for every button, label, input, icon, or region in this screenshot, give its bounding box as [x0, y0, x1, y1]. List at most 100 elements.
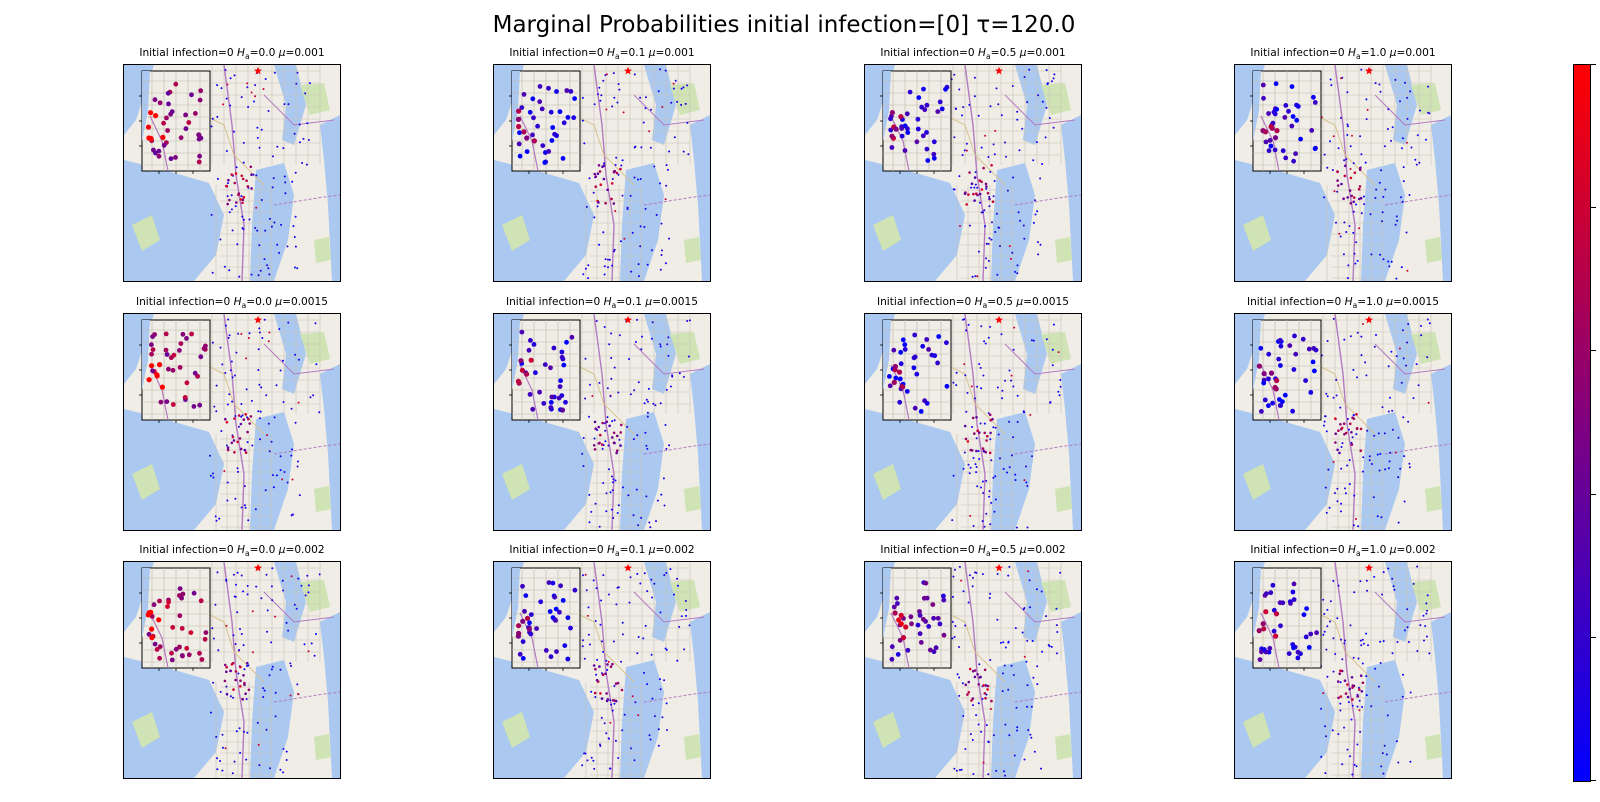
node-point [598, 441, 601, 445]
inset-node [1291, 645, 1296, 651]
node-point [1362, 456, 1365, 459]
node-point [1031, 455, 1033, 458]
map-frame [123, 313, 341, 531]
node-point [1337, 733, 1340, 736]
node-point [976, 186, 979, 189]
node-point [1361, 706, 1364, 708]
node-point [219, 238, 222, 241]
inset-node [165, 128, 170, 133]
node-point [1407, 420, 1410, 423]
node-point [248, 218, 251, 221]
node-point [1380, 765, 1383, 768]
node-point [1341, 442, 1344, 445]
node-point [583, 752, 586, 755]
node-point [612, 640, 615, 643]
inset-node [1301, 612, 1307, 618]
node-point [981, 520, 984, 523]
inset-node [538, 599, 544, 605]
node-point [1028, 579, 1031, 582]
node-point [1366, 589, 1369, 592]
node-point [211, 271, 214, 274]
node-point [639, 225, 642, 228]
node-point [215, 519, 218, 522]
inset-node [543, 648, 549, 653]
node-point [278, 328, 281, 330]
node-point [603, 162, 605, 165]
node-point [246, 593, 249, 596]
node-point [1369, 213, 1372, 216]
inset-highway [890, 115, 910, 172]
highway-line [964, 314, 986, 530]
map-frame [864, 561, 1082, 779]
node-point [1004, 646, 1007, 649]
node-point [958, 646, 960, 648]
park-area [684, 237, 701, 263]
inset-node [564, 339, 569, 345]
node-point [1016, 118, 1019, 121]
node-point [982, 761, 985, 764]
node-point [615, 449, 619, 452]
node-point [1010, 379, 1013, 382]
node-point [988, 495, 991, 498]
node-point [221, 733, 224, 736]
node-point [983, 422, 986, 425]
node-point [1403, 455, 1406, 458]
title-h-subscript: a [1355, 549, 1361, 559]
node-point [230, 360, 233, 363]
inset-node [921, 595, 927, 601]
node-point [984, 342, 987, 345]
node-point [631, 231, 634, 234]
node-point [987, 242, 990, 245]
inset-node [530, 96, 536, 102]
node-point [235, 201, 238, 204]
node-point [1423, 639, 1425, 642]
inset-node [145, 612, 151, 618]
node-point [985, 187, 988, 190]
node-point [665, 388, 668, 391]
title-mu-value: =0.002 [655, 544, 695, 556]
node-point [257, 348, 260, 351]
inset-node [184, 336, 189, 341]
node-point [228, 198, 231, 202]
node-point [290, 454, 293, 457]
inset-node [163, 347, 169, 353]
node-point [1407, 323, 1410, 326]
node-point [1406, 626, 1409, 629]
node-point [1057, 351, 1060, 354]
node-point [633, 389, 636, 392]
inset-node [891, 604, 897, 610]
node-point [598, 525, 601, 528]
node-point [216, 115, 219, 118]
node-point [240, 506, 243, 509]
node-point [666, 729, 668, 731]
node-point [676, 659, 679, 662]
inset-node [179, 626, 185, 631]
inset-water [1253, 320, 1261, 390]
node-point [1343, 174, 1347, 178]
node-point [994, 426, 997, 429]
node-point [1417, 384, 1420, 387]
node-point [1347, 428, 1350, 431]
node-point [585, 205, 588, 208]
node-point [987, 336, 990, 339]
node-point [594, 175, 598, 178]
node-point [592, 579, 595, 582]
node-point [591, 395, 594, 397]
node-point [1352, 417, 1356, 421]
inset-node [565, 615, 571, 621]
node-point [226, 499, 229, 502]
inset-node [896, 617, 902, 623]
highway-line [1334, 314, 1356, 530]
node-point [1346, 196, 1349, 199]
node-point [1053, 73, 1056, 76]
node-point [996, 273, 999, 276]
node-point [313, 654, 316, 657]
node-point [960, 768, 963, 771]
node-point [252, 173, 255, 176]
node-point [236, 440, 239, 444]
node-point [1352, 414, 1355, 417]
node-point [1386, 128, 1389, 130]
node-point [1023, 655, 1026, 658]
inset-node [156, 617, 162, 623]
node-point [282, 359, 284, 362]
